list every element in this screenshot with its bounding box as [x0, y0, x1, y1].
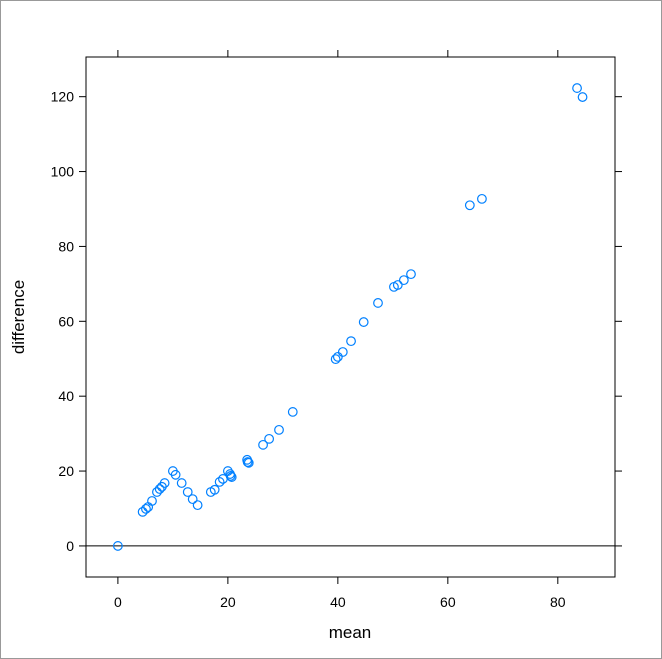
point — [332, 351, 343, 362]
point — [477, 193, 487, 204]
point — [182, 487, 193, 497]
x-tick-label: 40 — [330, 594, 346, 610]
point — [258, 439, 268, 450]
y-tick-label: 80 — [58, 238, 74, 254]
point — [337, 347, 348, 357]
x-tick-label: 80 — [550, 594, 566, 610]
point — [187, 494, 198, 505]
point — [152, 487, 162, 497]
point — [225, 471, 236, 481]
plot-area — [85, 56, 616, 578]
x-axis-label: mean — [329, 623, 372, 642]
point — [242, 457, 253, 467]
point — [159, 478, 170, 488]
point — [112, 541, 123, 551]
point — [274, 424, 284, 435]
point — [373, 298, 383, 308]
point — [176, 478, 187, 488]
point — [209, 484, 220, 495]
y-tick-label: 40 — [58, 388, 74, 404]
point — [398, 275, 409, 286]
y-axis-label: difference — [9, 280, 28, 354]
point — [572, 83, 582, 93]
point — [137, 506, 148, 517]
point — [464, 200, 475, 211]
y-tick-label: 0 — [66, 538, 74, 554]
point — [214, 477, 225, 487]
x-tick-label: 60 — [440, 594, 456, 610]
point — [243, 457, 254, 468]
x-tick-label: 20 — [220, 594, 236, 610]
x-tick-label: 0 — [114, 594, 122, 610]
point — [147, 496, 157, 506]
point — [406, 269, 416, 280]
point — [192, 500, 203, 511]
point — [358, 317, 369, 327]
point — [346, 336, 356, 347]
y-tick-label: 20 — [58, 463, 74, 479]
point — [264, 433, 275, 444]
point — [226, 472, 237, 482]
point — [287, 407, 298, 417]
point — [577, 92, 588, 102]
y-tick-label: 60 — [58, 313, 74, 329]
point — [141, 503, 151, 514]
point — [330, 354, 341, 365]
point — [154, 484, 165, 494]
point — [392, 280, 403, 290]
point — [170, 469, 181, 480]
y-tick-label: 120 — [51, 89, 75, 105]
y-tick-label: 100 — [51, 164, 75, 180]
